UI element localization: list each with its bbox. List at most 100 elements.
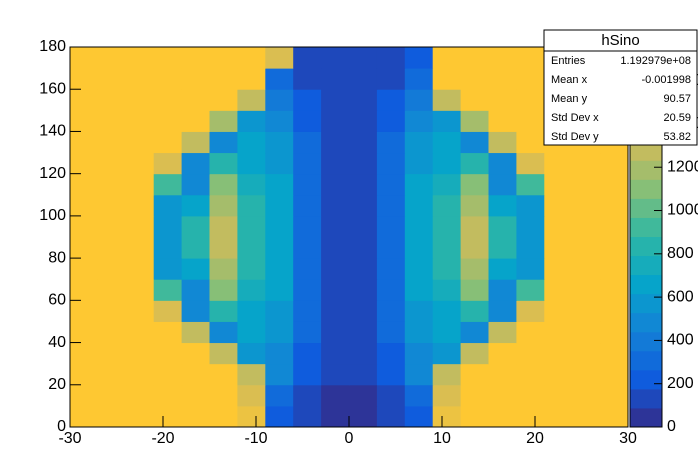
heatmap-cell <box>516 89 545 111</box>
heatmap-cell <box>125 110 155 132</box>
heatmap-cell <box>600 342 629 365</box>
heatmap-cell <box>544 363 573 386</box>
palette-box <box>630 274 662 295</box>
heatmap-cell <box>70 405 99 428</box>
heatmap-cell <box>321 363 350 386</box>
heatmap-cell <box>237 258 266 280</box>
heatmap-cell <box>125 152 155 175</box>
heatmap-cell <box>488 215 517 238</box>
heatmap-cell <box>70 47 99 69</box>
heatmap-cell <box>376 215 406 238</box>
heatmap-cell <box>209 173 238 196</box>
heatmap-cell <box>376 152 406 175</box>
heatmap-cell <box>544 279 573 301</box>
heatmap-cell <box>125 321 155 344</box>
heatmap-cell <box>516 215 545 238</box>
heatmap-cell <box>404 342 434 365</box>
heatmap-cell <box>321 384 350 407</box>
heatmap-cell <box>544 300 573 322</box>
heatmap-cell <box>153 363 183 386</box>
heatmap-cell <box>293 194 322 217</box>
heatmap-cell <box>321 89 350 111</box>
heatmap-cell <box>516 47 545 69</box>
heatmap-cell <box>70 215 99 238</box>
palette-box <box>630 179 662 199</box>
x-tick-label: 20 <box>526 430 544 447</box>
heatmap-cell <box>488 237 517 259</box>
heatmap-cell <box>349 173 378 196</box>
heatmap-cell <box>321 131 350 154</box>
stats-label: Mean y <box>551 93 588 105</box>
heatmap-cell <box>516 173 545 196</box>
heatmap-cell <box>460 237 489 259</box>
stats-value: 53.82 <box>663 131 691 143</box>
heatmap-cell <box>404 89 434 111</box>
heatmap-cell <box>488 363 517 386</box>
heatmap-cell <box>404 300 434 322</box>
heatmap-cell <box>516 110 545 132</box>
heatmap-cell <box>293 405 322 428</box>
heatmap-cell <box>432 152 462 175</box>
heatmap-cell <box>572 279 601 301</box>
heatmap-cell <box>600 194 629 217</box>
heatmap-cell <box>321 237 350 259</box>
heatmap-cell <box>376 405 406 428</box>
heatmap-cell <box>125 215 155 238</box>
heatmap-cell <box>321 152 350 175</box>
heatmap-cell <box>488 384 517 407</box>
heatmap-cell <box>349 131 378 154</box>
heatmap-cell <box>600 173 629 196</box>
palette-box <box>630 407 662 428</box>
heatmap-cell <box>349 152 378 175</box>
heatmap-cell <box>460 321 489 344</box>
heatmap-cell <box>544 237 573 259</box>
stats-label: Entries <box>551 55 586 67</box>
heatmap-cell <box>404 215 434 238</box>
heatmap-cell <box>460 384 489 407</box>
heatmap-cell <box>97 110 127 132</box>
heatmap-cell <box>600 258 629 280</box>
heatmap-cell <box>181 384 210 407</box>
heatmap-cell <box>376 384 406 407</box>
heatmap-cell <box>349 300 378 322</box>
heatmap-cell <box>516 300 545 322</box>
heatmap-cell <box>153 342 183 365</box>
heatmap-cell <box>321 321 350 344</box>
heatmap-cell <box>97 384 127 407</box>
heatmap-cell <box>125 194 155 217</box>
heatmap-cell <box>600 321 629 344</box>
heatmap-cell <box>544 405 573 428</box>
heatmap-cell <box>376 68 406 90</box>
y-tick-label: 160 <box>39 80 66 97</box>
heatmap-cell <box>70 300 99 322</box>
heatmap-cell <box>265 363 294 386</box>
heatmap-cell <box>600 363 629 386</box>
heatmap-cell <box>349 363 378 386</box>
heatmap-cell <box>544 342 573 365</box>
heatmap-cell <box>516 152 545 175</box>
heatmap-cell <box>488 321 517 344</box>
heatmap-cell <box>181 300 210 322</box>
heatmap-cell <box>349 342 378 365</box>
heatmap-cell <box>265 131 294 154</box>
heatmap-cell <box>432 47 462 69</box>
heatmap-cell <box>376 279 406 301</box>
heatmap-cell <box>488 47 517 69</box>
heatmap-cell <box>70 110 99 132</box>
heatmap-cell <box>572 384 601 407</box>
heatmap-cell <box>97 300 127 322</box>
heatmap-cell <box>349 110 378 132</box>
heatmap-cell <box>321 110 350 132</box>
heatmap-cell <box>321 68 350 90</box>
heatmap-cell <box>265 68 294 90</box>
heatmap-cell <box>181 152 210 175</box>
heatmap-cell <box>572 321 601 344</box>
heatmap-cell <box>376 110 406 132</box>
heatmap-cell <box>349 405 378 428</box>
heatmap-cell <box>97 89 127 111</box>
heatmap-cell <box>432 89 462 111</box>
heatmap-cell <box>70 258 99 280</box>
heatmap-cell <box>293 237 322 259</box>
heatmap-cell <box>237 215 266 238</box>
heatmap-cell <box>125 300 155 322</box>
